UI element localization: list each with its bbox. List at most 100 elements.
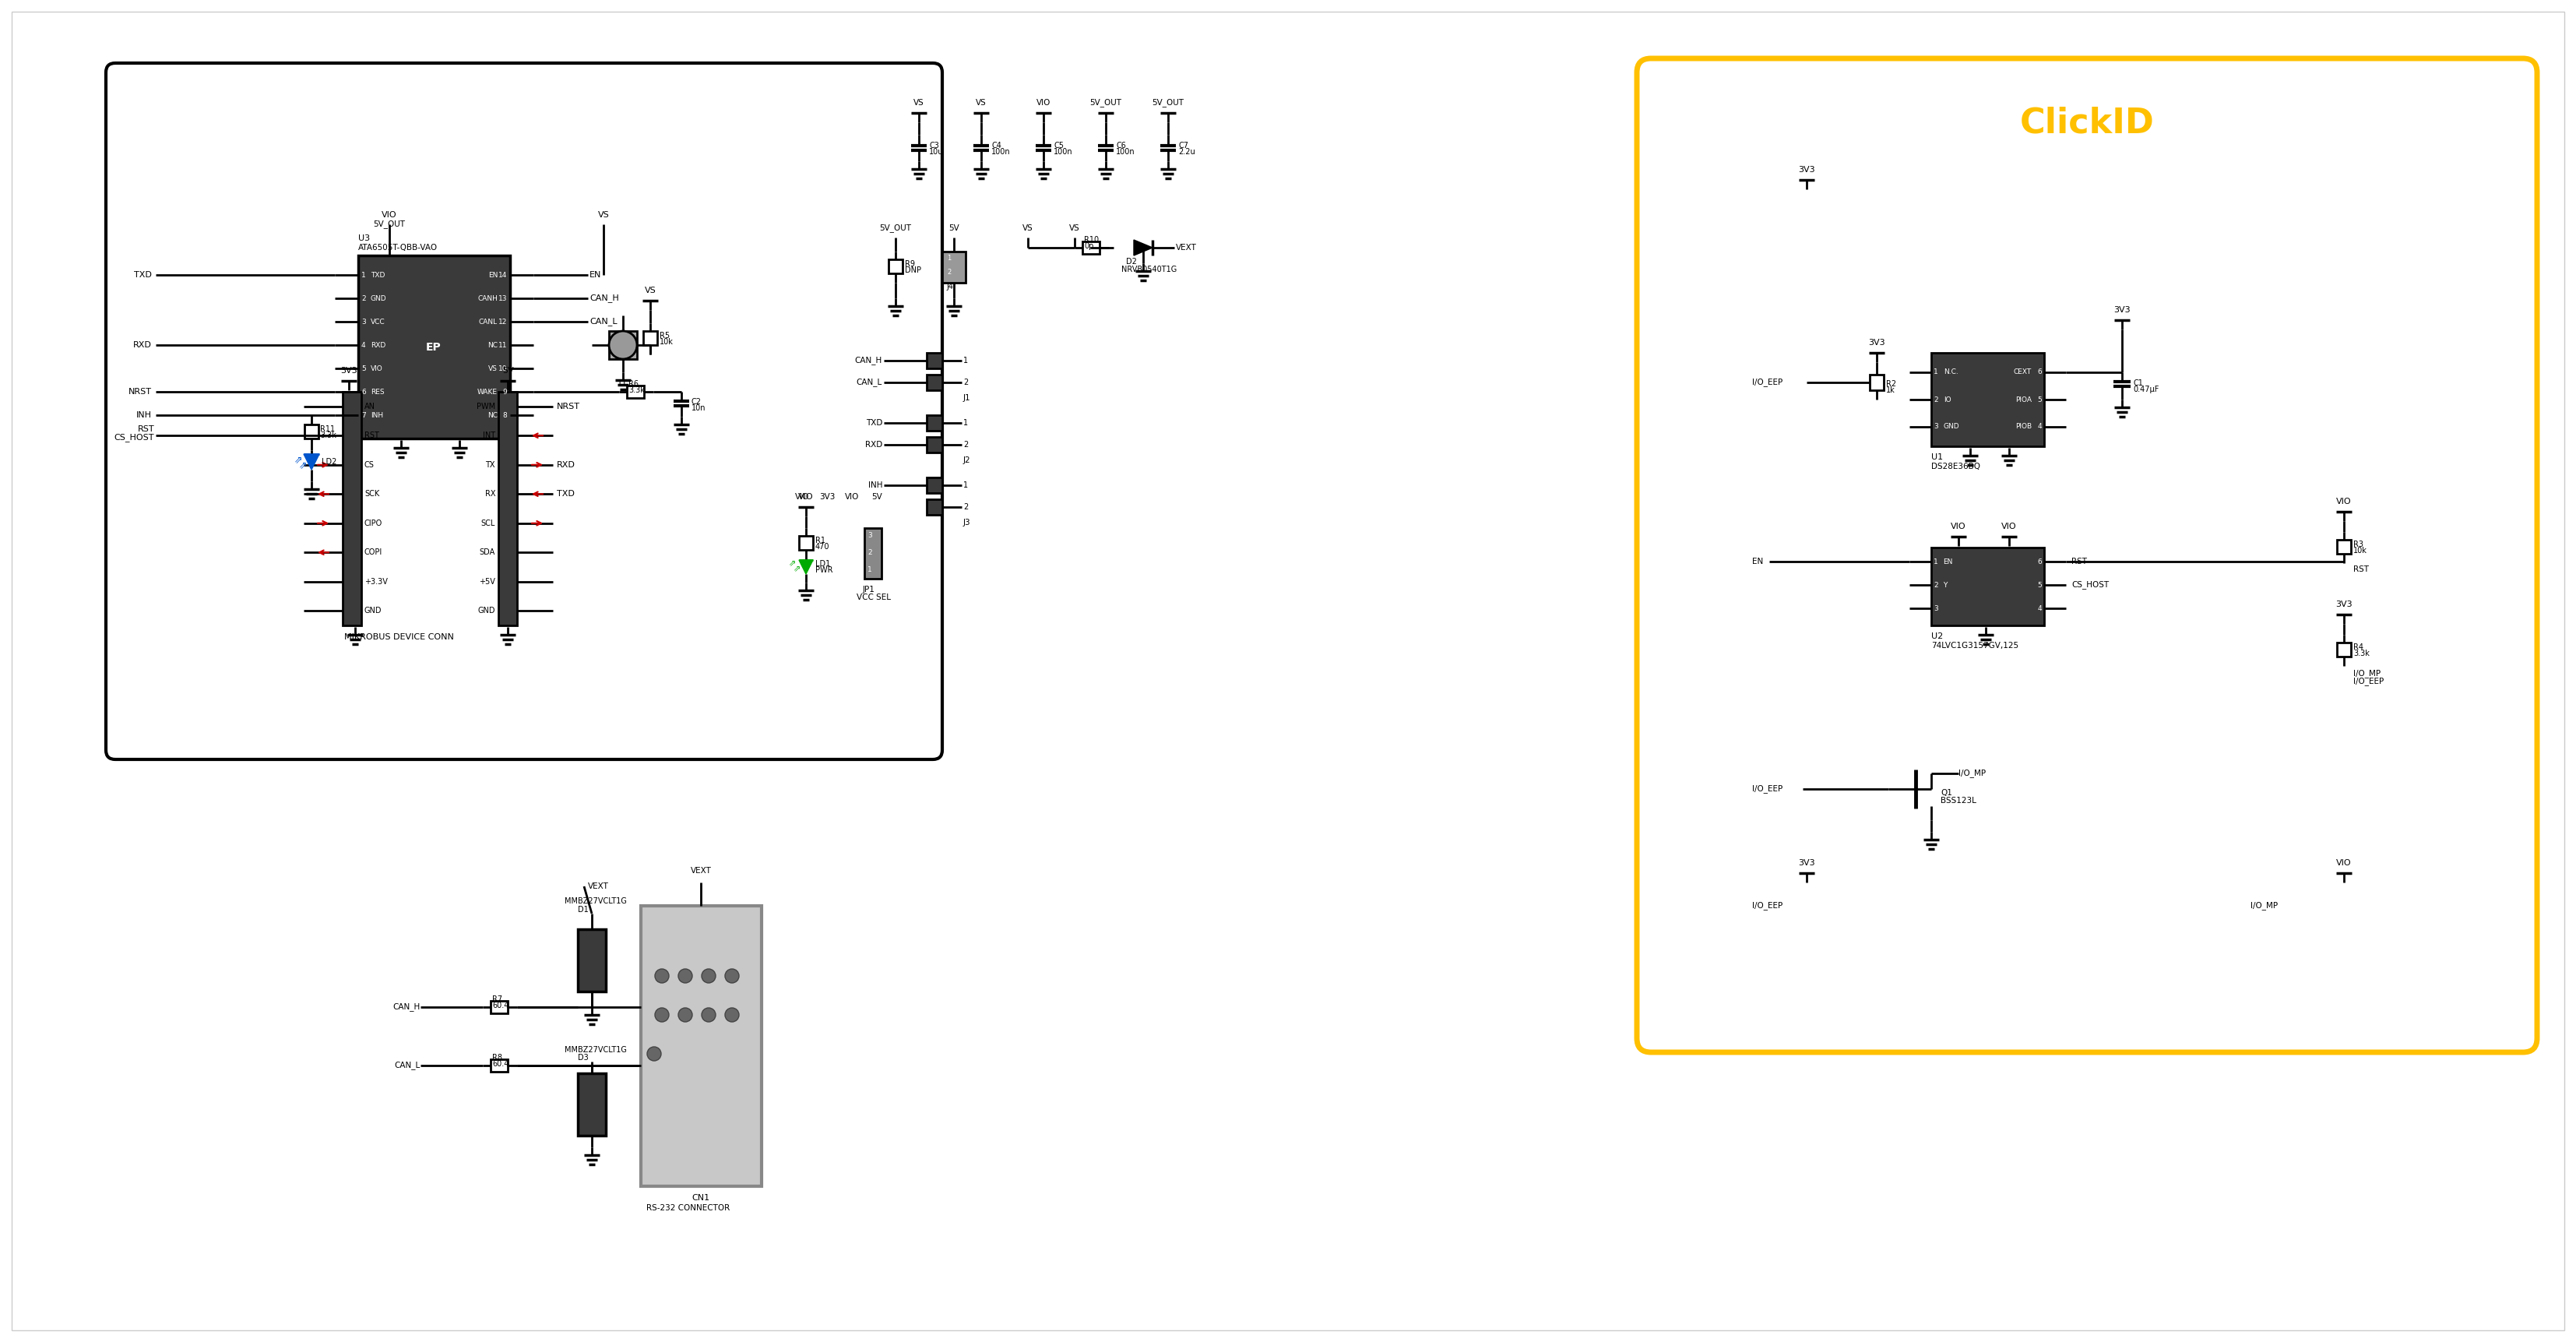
Text: 2: 2 bbox=[868, 549, 871, 556]
Text: 5: 5 bbox=[2038, 581, 2043, 588]
Text: AN: AN bbox=[363, 403, 376, 411]
Text: COPI: COPI bbox=[363, 549, 384, 557]
Text: 100n: 100n bbox=[1054, 148, 1072, 156]
Text: 11: 11 bbox=[497, 341, 507, 349]
Bar bbox=[304, 424, 319, 439]
Text: 3.3k: 3.3k bbox=[319, 432, 337, 439]
Text: EP: EP bbox=[425, 342, 440, 353]
Text: D3: D3 bbox=[577, 1053, 587, 1062]
Text: 2: 2 bbox=[1935, 396, 1937, 403]
Bar bbox=[927, 499, 943, 515]
Text: 9: 9 bbox=[502, 388, 507, 396]
Bar bbox=[889, 259, 902, 274]
Bar bbox=[1870, 374, 1883, 391]
Text: 1: 1 bbox=[361, 271, 366, 278]
Text: GND: GND bbox=[1945, 423, 1960, 431]
Text: 1: 1 bbox=[963, 357, 969, 365]
Bar bbox=[1932, 548, 2045, 625]
Text: C7: C7 bbox=[1177, 142, 1188, 149]
Text: NRVB0540T1G: NRVB0540T1G bbox=[1121, 266, 1177, 274]
Bar bbox=[626, 385, 644, 399]
Text: SCK: SCK bbox=[363, 490, 379, 498]
Text: 5V_OUT: 5V_OUT bbox=[878, 224, 912, 232]
Text: I/O_EEP: I/O_EEP bbox=[1752, 378, 1783, 386]
Bar bbox=[644, 331, 657, 345]
Text: INH: INH bbox=[868, 482, 884, 488]
Text: EN: EN bbox=[590, 271, 600, 279]
Circle shape bbox=[701, 1008, 716, 1021]
Text: PIOA: PIOA bbox=[2014, 396, 2032, 403]
Text: RXD: RXD bbox=[556, 460, 574, 468]
Text: 5V_OUT: 5V_OUT bbox=[374, 220, 404, 228]
Circle shape bbox=[654, 969, 670, 982]
Text: 100n: 100n bbox=[992, 148, 1010, 156]
Text: DS28E36BQ: DS28E36BQ bbox=[1932, 463, 1981, 471]
Bar bbox=[927, 415, 943, 431]
Text: CANL: CANL bbox=[479, 318, 497, 325]
Text: R10: R10 bbox=[1084, 236, 1100, 244]
Text: 1: 1 bbox=[1935, 558, 1937, 565]
Text: GND: GND bbox=[363, 607, 381, 615]
Circle shape bbox=[647, 1047, 662, 1060]
Text: EN: EN bbox=[1942, 558, 1953, 565]
Text: 1: 1 bbox=[963, 419, 969, 427]
Bar bbox=[577, 929, 605, 992]
Text: ⇗: ⇗ bbox=[788, 560, 796, 568]
Bar bbox=[866, 527, 881, 578]
Text: 1: 1 bbox=[948, 254, 951, 262]
Text: NRST: NRST bbox=[556, 403, 580, 411]
Text: 12: 12 bbox=[497, 318, 507, 325]
Text: Q1: Q1 bbox=[1940, 789, 1953, 797]
Text: 0.47μF: 0.47μF bbox=[2133, 385, 2159, 393]
Text: RES: RES bbox=[371, 388, 384, 396]
Text: TXD: TXD bbox=[371, 271, 384, 278]
Text: R4: R4 bbox=[2354, 643, 2362, 651]
Text: 5V: 5V bbox=[502, 366, 513, 374]
Text: RST: RST bbox=[363, 432, 379, 439]
Text: CAN_H: CAN_H bbox=[394, 1002, 420, 1012]
Text: 2: 2 bbox=[1935, 581, 1937, 588]
Bar bbox=[489, 1059, 507, 1072]
Text: VIO: VIO bbox=[2336, 498, 2352, 506]
Text: VCC: VCC bbox=[371, 318, 386, 325]
Text: 6: 6 bbox=[361, 388, 366, 396]
Text: PWM: PWM bbox=[477, 403, 495, 411]
Text: 6: 6 bbox=[2038, 369, 2043, 376]
Text: C1: C1 bbox=[2133, 380, 2143, 386]
Text: CS_HOST: CS_HOST bbox=[113, 433, 155, 442]
Text: 14: 14 bbox=[497, 271, 507, 278]
Bar bbox=[943, 251, 966, 283]
Text: U2: U2 bbox=[1932, 632, 1942, 640]
Circle shape bbox=[677, 1008, 693, 1021]
Text: T1: T1 bbox=[616, 380, 626, 388]
Text: 1: 1 bbox=[963, 482, 969, 488]
Text: I/O_EEP: I/O_EEP bbox=[2354, 678, 2383, 686]
Text: VS: VS bbox=[1069, 224, 1079, 232]
Text: R9: R9 bbox=[904, 260, 914, 268]
Text: VS: VS bbox=[1023, 224, 1033, 232]
Bar bbox=[358, 255, 510, 439]
Text: I/O_MP: I/O_MP bbox=[1958, 769, 1986, 777]
Text: CEXT: CEXT bbox=[2014, 369, 2032, 376]
Text: VS: VS bbox=[914, 99, 925, 107]
Bar bbox=[641, 906, 762, 1186]
Text: VS: VS bbox=[598, 211, 611, 219]
Text: ClickID: ClickID bbox=[2020, 106, 2154, 140]
Text: WAKE: WAKE bbox=[477, 388, 497, 396]
Bar bbox=[497, 392, 518, 625]
Text: I/O_MP: I/O_MP bbox=[2251, 902, 2277, 910]
Text: 3: 3 bbox=[361, 318, 366, 325]
Text: C2: C2 bbox=[690, 399, 701, 405]
Text: LD2: LD2 bbox=[322, 458, 337, 466]
Text: 3V3: 3V3 bbox=[1798, 859, 1816, 867]
Text: 4: 4 bbox=[2038, 605, 2043, 612]
Text: VIO: VIO bbox=[1036, 99, 1051, 107]
Text: 3V3: 3V3 bbox=[1868, 338, 1886, 346]
Text: R2: R2 bbox=[1886, 380, 1896, 388]
Text: VS: VS bbox=[976, 99, 987, 107]
Text: D2: D2 bbox=[1126, 258, 1136, 266]
Text: 3V3: 3V3 bbox=[2336, 600, 2352, 608]
Text: D1: D1 bbox=[577, 906, 587, 914]
Text: R1: R1 bbox=[817, 537, 824, 545]
Text: 3.3k: 3.3k bbox=[2354, 650, 2370, 658]
